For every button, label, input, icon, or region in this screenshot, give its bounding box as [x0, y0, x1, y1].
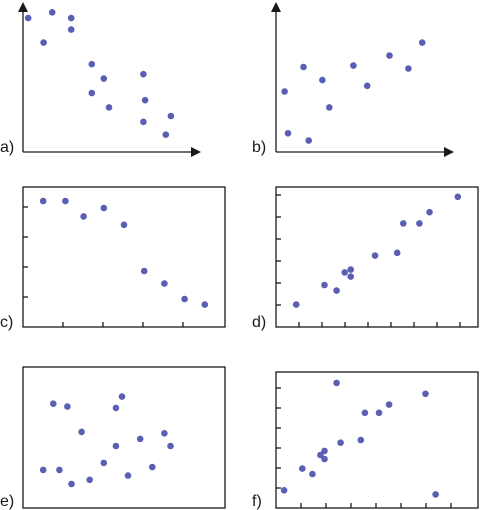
data-point: [100, 75, 108, 82]
plot-frame: [22, 366, 226, 509]
data-point: [393, 249, 401, 257]
data-point: [105, 104, 113, 111]
panel-label: f): [252, 493, 262, 510]
data-point: [416, 220, 423, 227]
panel-c: c): [0, 186, 226, 331]
panel-label: b): [252, 139, 266, 156]
data-point: [333, 287, 340, 294]
data-point: [67, 14, 75, 22]
panel-f: f): [252, 371, 479, 510]
plot-frame: [275, 186, 479, 328]
panel-e: e): [0, 366, 226, 510]
data-point: [300, 63, 307, 71]
data-point: [140, 70, 147, 78]
data-point: [80, 213, 87, 220]
panel-label: c): [0, 314, 13, 331]
data-point: [333, 379, 340, 387]
data-point: [321, 455, 328, 463]
data-point: [309, 470, 316, 478]
data-point: [68, 480, 75, 488]
data-point: [280, 487, 288, 494]
data-point: [161, 430, 168, 437]
data-point: [62, 197, 69, 205]
data-point: [418, 39, 426, 46]
data-point: [347, 273, 355, 280]
data-point: [363, 82, 371, 90]
data-point: [432, 491, 439, 498]
data-point: [161, 280, 168, 287]
data-point: [400, 220, 407, 227]
data-point: [371, 252, 379, 259]
y-axis-arrow-icon: [18, 2, 28, 12]
data-point: [88, 89, 96, 97]
data-point: [136, 435, 144, 443]
data-point: [181, 295, 188, 303]
plot-frame: [22, 186, 226, 328]
data-point: [112, 404, 120, 412]
data-point: [361, 409, 369, 417]
data-point: [321, 281, 328, 289]
data-point: [149, 463, 156, 471]
data-point: [50, 400, 57, 408]
data-point: [64, 403, 71, 410]
panel-d: d): [252, 186, 479, 331]
data-point: [375, 409, 383, 417]
data-point: [350, 62, 357, 69]
data-point: [124, 472, 132, 479]
data-point: [422, 390, 429, 398]
data-point: [292, 301, 300, 308]
data-point: [162, 131, 170, 138]
data-point: [167, 112, 175, 120]
data-point: [112, 442, 120, 450]
data-point: [120, 221, 128, 229]
panel-label: a): [0, 139, 14, 156]
data-point: [140, 118, 147, 126]
data-point: [48, 9, 56, 16]
data-point: [357, 436, 365, 444]
data-point: [317, 451, 324, 459]
data-point: [201, 301, 209, 308]
panel-b: b): [252, 2, 454, 157]
data-point: [281, 88, 288, 95]
data-point: [326, 104, 333, 111]
data-point: [319, 76, 326, 84]
data-point: [67, 26, 75, 33]
data-point: [141, 96, 149, 104]
data-point: [454, 193, 462, 201]
panel-label: d): [252, 314, 266, 331]
x-axis-arrow-icon: [444, 147, 454, 157]
data-point: [405, 65, 412, 72]
data-point: [341, 269, 349, 276]
data-point: [56, 466, 63, 474]
data-point: [299, 465, 306, 472]
panel-label: e): [0, 493, 14, 510]
data-point: [140, 267, 148, 275]
x-axis-arrow-icon: [191, 147, 201, 157]
data-point: [284, 130, 292, 137]
data-point: [321, 447, 328, 455]
y-axis-arrow-icon: [271, 2, 281, 12]
data-point: [24, 14, 32, 22]
panel-a: a): [0, 2, 201, 157]
data-point: [426, 208, 433, 216]
data-point: [39, 197, 47, 205]
data-point: [78, 428, 85, 436]
data-point: [88, 60, 96, 68]
data-point: [118, 393, 126, 400]
data-point: [385, 401, 393, 408]
data-point: [40, 39, 47, 46]
data-point: [39, 466, 47, 474]
data-point: [337, 439, 344, 447]
plot-frame: [275, 371, 479, 509]
data-point: [100, 204, 108, 212]
data-point: [305, 137, 313, 144]
data-point: [167, 442, 174, 450]
data-point: [86, 476, 93, 484]
data-point: [100, 459, 108, 467]
data-point: [386, 52, 393, 59]
data-point: [347, 266, 355, 273]
